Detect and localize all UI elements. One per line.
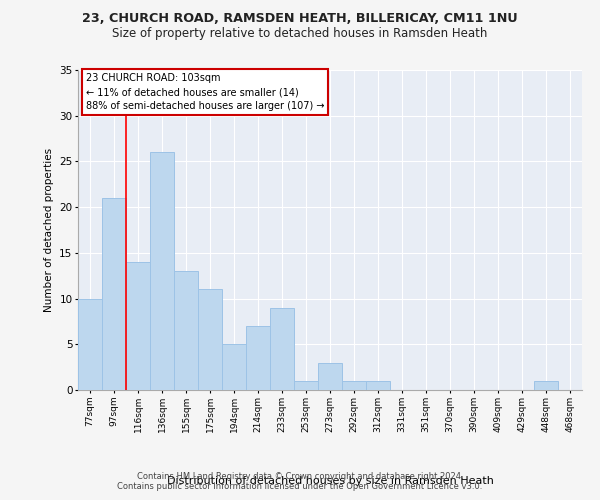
Text: Contains HM Land Registry data © Crown copyright and database right 2024.: Contains HM Land Registry data © Crown c… bbox=[137, 472, 463, 481]
Text: 23, CHURCH ROAD, RAMSDEN HEATH, BILLERICAY, CM11 1NU: 23, CHURCH ROAD, RAMSDEN HEATH, BILLERIC… bbox=[82, 12, 518, 26]
Y-axis label: Number of detached properties: Number of detached properties bbox=[44, 148, 53, 312]
Text: 23 CHURCH ROAD: 103sqm
← 11% of detached houses are smaller (14)
88% of semi-det: 23 CHURCH ROAD: 103sqm ← 11% of detached… bbox=[86, 73, 324, 111]
Bar bbox=[342, 381, 366, 390]
Bar bbox=[318, 362, 342, 390]
Text: Size of property relative to detached houses in Ramsden Heath: Size of property relative to detached ho… bbox=[112, 28, 488, 40]
X-axis label: Distribution of detached houses by size in Ramsden Heath: Distribution of detached houses by size … bbox=[167, 476, 493, 486]
Text: Contains public sector information licensed under the Open Government Licence v3: Contains public sector information licen… bbox=[118, 482, 482, 491]
Bar bbox=[246, 326, 270, 390]
Bar bbox=[294, 381, 318, 390]
Bar bbox=[366, 381, 390, 390]
Bar bbox=[222, 344, 246, 390]
Bar bbox=[198, 290, 222, 390]
Bar bbox=[102, 198, 126, 390]
Bar bbox=[150, 152, 174, 390]
Bar bbox=[270, 308, 294, 390]
Bar bbox=[174, 271, 198, 390]
Bar bbox=[534, 381, 558, 390]
Bar bbox=[126, 262, 150, 390]
Bar bbox=[78, 298, 102, 390]
